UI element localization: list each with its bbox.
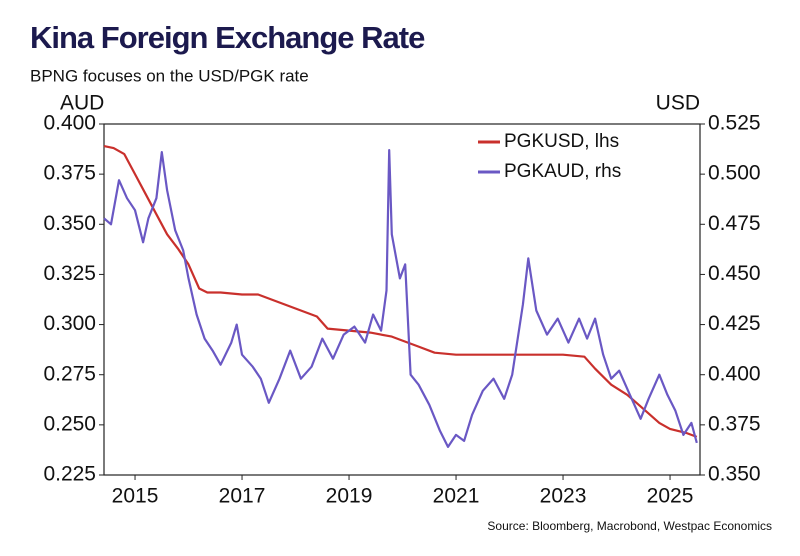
x-tick-label: 2021 [433, 485, 480, 508]
y-tick-label: 0.275 [43, 362, 96, 385]
x-tick-label: 2019 [326, 485, 373, 508]
y2-tick-label: 0.500 [708, 162, 761, 185]
y-tick-label: 0.350 [43, 212, 96, 235]
y2-axis-title: USD [656, 92, 700, 115]
series-line [103, 149, 698, 448]
legend-label: PGKUSD, lhs [504, 131, 619, 152]
y-tick-label: 0.225 [43, 463, 96, 486]
y2-tick-label: 0.350 [708, 463, 761, 486]
legend-label: PGKAUD, rhs [504, 161, 621, 182]
series-line [103, 145, 698, 438]
y-tick-label: 0.375 [43, 162, 96, 185]
x-tick-label: 2017 [219, 485, 266, 508]
x-tick-label: 2025 [647, 485, 694, 508]
y2-tick-label: 0.400 [708, 362, 761, 385]
source-note: Source: Bloomberg, Macrobond, Westpac Ec… [487, 519, 772, 533]
y-tick-label: 0.400 [43, 112, 96, 135]
y-tick-label: 0.325 [43, 262, 96, 285]
chart-subtitle: BPNG focuses on the USD/PGK rate [30, 66, 309, 85]
plot-frame [103, 123, 701, 476]
x-tick-label: 2015 [112, 485, 159, 508]
chart-title: Kina Foreign Exchange Rate [30, 20, 425, 55]
y2-tick-label: 0.425 [708, 312, 761, 335]
y2-tick-label: 0.375 [708, 412, 761, 435]
y2-tick-label: 0.525 [708, 112, 761, 135]
y-axis-title: AUD [60, 92, 104, 115]
y2-tick-label: 0.450 [708, 262, 761, 285]
x-tick-label: 2023 [540, 485, 587, 508]
y2-tick-label: 0.475 [708, 212, 761, 235]
y-tick-label: 0.250 [43, 412, 96, 435]
y-tick-label: 0.300 [43, 312, 96, 335]
